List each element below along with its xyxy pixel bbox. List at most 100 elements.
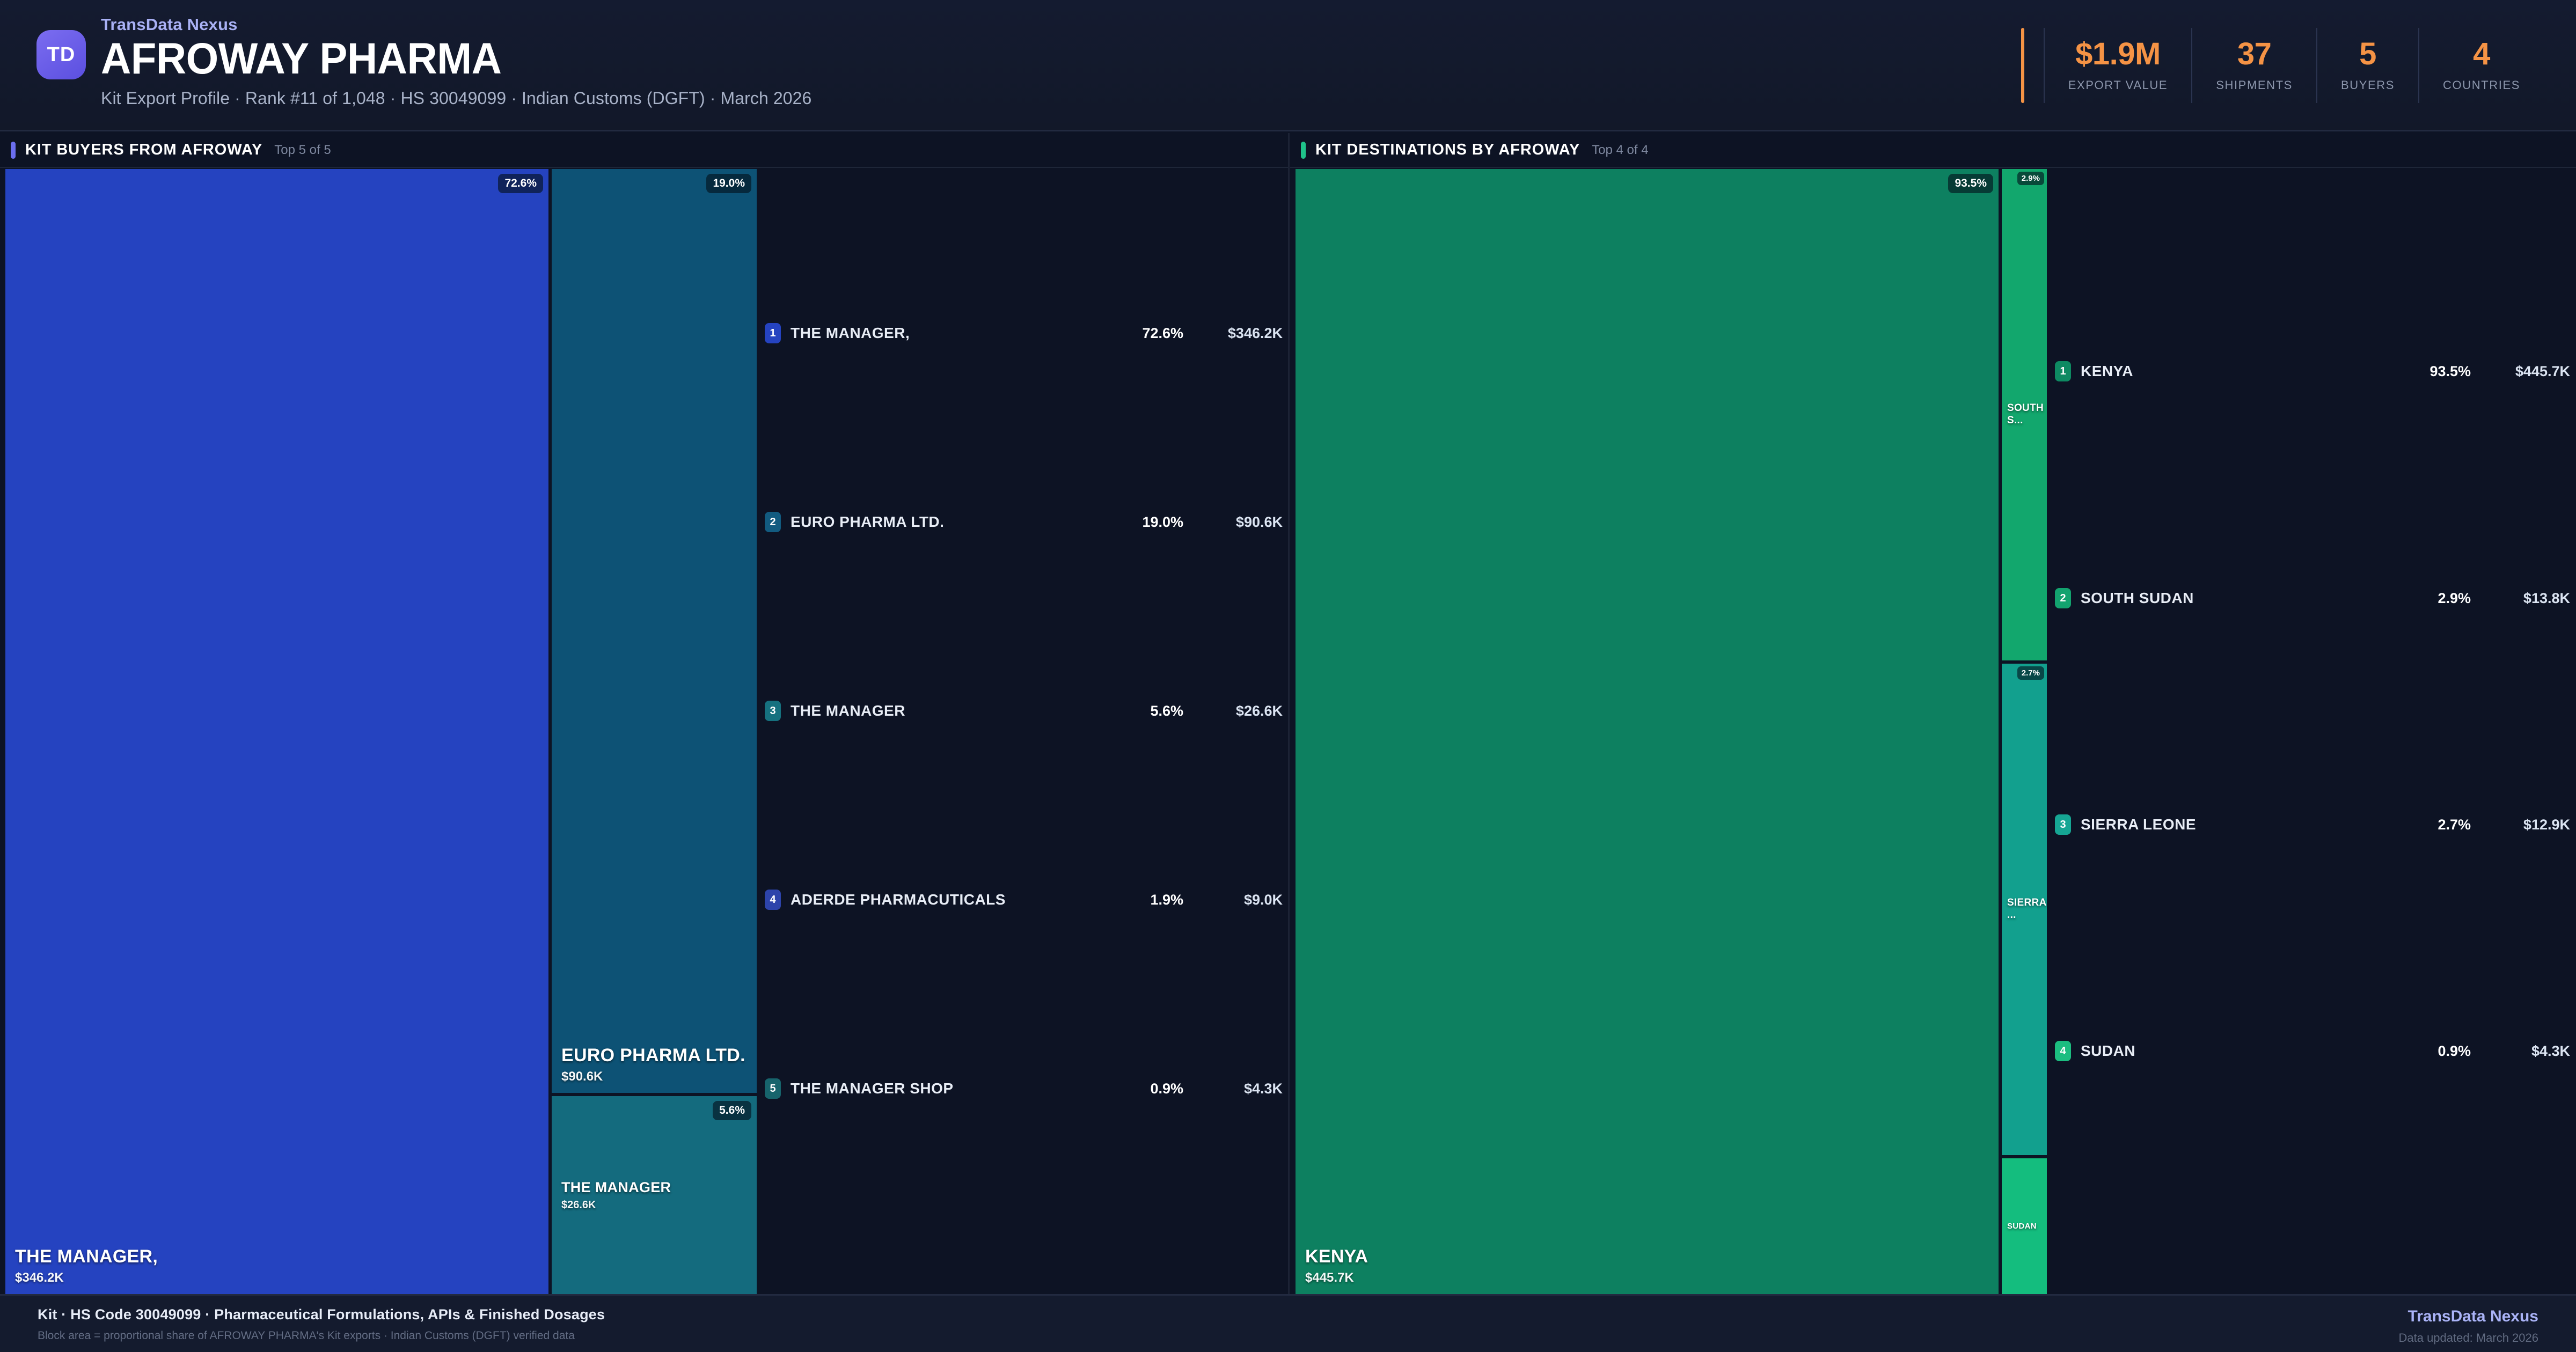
page-title: AFROWAY PHARMA <box>101 34 502 83</box>
tile-label: THE MANAGER, $346.2K <box>15 1246 541 1285</box>
legend-row-destination-1[interactable]: 1 KENYA 93.5% $445.7K <box>2055 359 2570 383</box>
legend-amount: $13.8K <box>2523 590 2570 606</box>
tile-percent: 19.0% <box>706 174 751 193</box>
treemap-tile-destination-2[interactable]: 2.9% SOUTH S... <box>2002 169 2047 660</box>
treemap-tile-destination-4[interactable]: SUDAN <box>2002 1158 2047 1294</box>
panel-destinations: 93.5% KENYA $445.7K 2.9% SOUTH S... 2.7%… <box>1290 169 2576 1294</box>
legend-label: KENYA <box>2081 363 2133 379</box>
legend-label: THE MANAGER <box>791 702 905 719</box>
legend-buyers: 1 THE MANAGER, 72.6% $346.2K 2 EURO PHAR… <box>765 169 1283 1294</box>
rank-badge: 2 <box>765 512 781 532</box>
legend-destinations: 1 KENYA 93.5% $445.7K 2 SOUTH SUDAN 2.9%… <box>2055 169 2570 1294</box>
legend-label: SUDAN <box>2081 1042 2136 1059</box>
legend-percent: 2.9% <box>2438 590 2471 606</box>
tile-name: SIERRA ... <box>2007 897 2046 921</box>
legend-amount: $445.7K <box>2515 363 2570 379</box>
tile-label: EURO PHARMA LTD. $90.6K <box>561 1045 749 1084</box>
legend-label: THE MANAGER, <box>791 325 910 341</box>
legend-percent: 72.6% <box>1142 325 1183 341</box>
tile-name: KENYA <box>1305 1246 1368 1267</box>
kpi-value: 37 <box>2237 36 2272 71</box>
panel-subtitle-buyers: Top 5 of 5 <box>274 142 331 157</box>
legend-amount: $90.6K <box>1235 513 1283 530</box>
legend-amount: $4.3K <box>1243 1080 1283 1097</box>
kpi-label: EXPORT VALUE <box>2068 78 2168 92</box>
tile-name: SOUTH S... <box>2007 402 2044 426</box>
tile-percent: 2.9% <box>2017 172 2044 185</box>
rank-badge: 5 <box>765 1078 781 1099</box>
rank-badge: 1 <box>2055 361 2071 381</box>
kpi-countries: 4 COUNTRIES <box>2418 28 2544 103</box>
tile-value: $90.6K <box>561 1069 603 1084</box>
tile-name: THE MANAGER, <box>15 1246 158 1267</box>
kpi-value: $1.9M <box>2075 36 2161 71</box>
treemap-buyers: 72.6% THE MANAGER, $346.2K 19.0% EURO PH… <box>5 169 757 1352</box>
legend-row-buyer-3[interactable]: 3 THE MANAGER 5.6% $26.6K <box>765 699 1283 723</box>
rank-badge: 4 <box>765 890 781 910</box>
header-identity: TD TransData Nexus AFROWAY PHARMA Kit Ex… <box>36 14 811 108</box>
legend-percent: 0.9% <box>2438 1042 2471 1059</box>
app-header: TD TransData Nexus AFROWAY PHARMA Kit Ex… <box>0 0 2576 131</box>
legend-amount: $4.3K <box>2531 1042 2570 1059</box>
legend-percent: 2.7% <box>2438 816 2471 833</box>
legend-row-buyer-4[interactable]: 4 ADERDE PHARMACUTICALS 1.9% $9.0K <box>765 888 1283 912</box>
tile-label: SIERRA ... <box>2007 897 2046 922</box>
kpi-value: 5 <box>2359 36 2376 71</box>
tile-label: KENYA $445.7K <box>1305 1246 1991 1285</box>
treemap-tile-destination-1[interactable]: 93.5% KENYA $445.7K <box>1296 169 1999 1294</box>
legend-row-destination-3[interactable]: 3 SIERRA LEONE 2.7% $12.9K <box>2055 813 2570 836</box>
panel-accent-bar-destinations <box>1301 141 1306 159</box>
treemap-tile-buyer-2[interactable]: 19.0% EURO PHARMA LTD. $90.6K <box>552 169 757 1093</box>
kpi-accent-bar <box>2021 28 2024 103</box>
tile-name: SUDAN <box>2007 1221 2037 1231</box>
kpi-export-value: $1.9M EXPORT VALUE <box>2043 28 2192 103</box>
kpi-shipments: 37 SHIPMENTS <box>2191 28 2316 103</box>
footer-updated: Data updated: March 2026 <box>2398 1331 2538 1344</box>
treemap-destinations: 93.5% KENYA $445.7K 2.9% SOUTH S... 2.7%… <box>1296 169 2047 1294</box>
rank-badge: 4 <box>2055 1041 2071 1061</box>
kpi-label: BUYERS <box>2340 78 2395 92</box>
legend-percent: 1.9% <box>1150 891 1183 908</box>
legend-percent: 93.5% <box>2429 363 2471 379</box>
footer-title: Kit · HS Code 30049099 · Pharmaceutical … <box>38 1306 605 1322</box>
tile-percent: 72.6% <box>498 174 543 193</box>
legend-label: SIERRA LEONE <box>2081 816 2196 833</box>
panel-title-buyers: KIT BUYERS FROM AFROWAY <box>25 141 263 158</box>
treemap-tile-buyer-1[interactable]: 72.6% THE MANAGER, $346.2K <box>5 169 548 1294</box>
tile-label: SOUTH S... <box>2007 402 2044 427</box>
rank-badge: 3 <box>765 701 781 721</box>
legend-row-buyer-5[interactable]: 5 THE MANAGER SHOP 0.9% $4.3K <box>765 1077 1283 1100</box>
legend-amount: $9.0K <box>1243 891 1283 908</box>
kpi-label: SHIPMENTS <box>2216 78 2293 92</box>
treemap-tile-destination-3[interactable]: 2.7% SIERRA ... <box>2002 664 2047 1155</box>
legend-label: THE MANAGER SHOP <box>791 1080 954 1097</box>
kpi-buyers: 5 BUYERS <box>2316 28 2418 103</box>
legend-row-buyer-2[interactable]: 2 EURO PHARMA LTD. 19.0% $90.6K <box>765 510 1283 534</box>
panel-accent-bar-buyers <box>11 141 16 159</box>
tile-label: THE MANAGER $26.6K <box>561 1179 749 1211</box>
tile-value: $445.7K <box>1305 1270 1354 1285</box>
legend-row-destination-4[interactable]: 4 SUDAN 0.9% $4.3K <box>2055 1039 2570 1063</box>
tile-label: SUDAN <box>2007 1222 2044 1231</box>
panel-divider <box>1288 133 1290 1294</box>
tile-percent: 2.7% <box>2017 666 2044 680</box>
legend-row-destination-2[interactable]: 2 SOUTH SUDAN 2.9% $13.8K <box>2055 586 2570 610</box>
legend-percent: 19.0% <box>1142 513 1183 530</box>
tile-percent: 93.5% <box>1948 174 1993 193</box>
legend-row-buyer-1[interactable]: 1 THE MANAGER, 72.6% $346.2K <box>765 321 1283 345</box>
tile-percent: 5.6% <box>713 1101 751 1120</box>
brand-kicker: TransData Nexus <box>101 15 238 34</box>
kpi-value: 4 <box>2473 36 2490 71</box>
legend-label: ADERDE PHARMACUTICALS <box>791 891 1006 908</box>
panel-header-buyers: KIT BUYERS FROM AFROWAY Top 5 of 5 <box>0 133 1288 168</box>
tile-name: THE MANAGER <box>561 1179 671 1195</box>
rank-badge: 1 <box>765 323 781 343</box>
legend-percent: 5.6% <box>1150 702 1183 719</box>
treemap-tile-buyer-3[interactable]: 5.6% THE MANAGER $26.6K <box>552 1096 757 1332</box>
tile-value: $346.2K <box>15 1270 64 1285</box>
tile-name: EURO PHARMA LTD. <box>561 1045 745 1066</box>
legend-label: EURO PHARMA LTD. <box>791 513 945 530</box>
footer-brand: TransData Nexus <box>2407 1307 2538 1325</box>
legend-percent: 0.9% <box>1150 1080 1183 1097</box>
logo-badge: TD <box>36 30 86 79</box>
